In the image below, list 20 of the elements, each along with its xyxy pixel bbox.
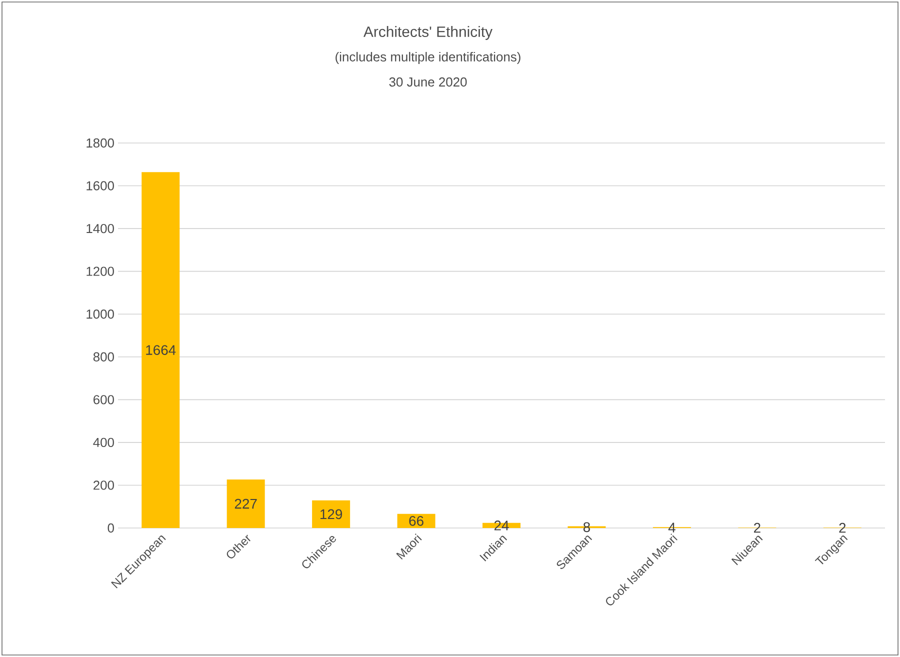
data-label: 66 [409, 516, 424, 526]
y-tick-label: 400 [93, 438, 114, 448]
data-label: 129 [320, 509, 342, 520]
y-tick-label: 1400 [86, 224, 114, 234]
data-label: 227 [234, 498, 257, 509]
y-tick-label: 0 [108, 523, 114, 533]
data-label: 1664 [146, 345, 176, 355]
bar [312, 500, 350, 528]
y-tick-label: 800 [93, 352, 114, 362]
y-tick-label: 1000 [86, 310, 114, 319]
bar [226, 479, 265, 528]
y-tick-label: 600 [94, 395, 114, 404]
y-tick-label: 1200 [86, 266, 114, 276]
y-tick-label: 1600 [86, 181, 114, 190]
chart-title: Architects' Ethnicity [363, 26, 492, 40]
bar [142, 172, 180, 528]
y-tick-label: 200 [94, 480, 114, 490]
text: 30 June 2020 [389, 77, 467, 87]
y-tick-label: 1800 [86, 138, 114, 148]
chart-subtitle: (includes multiple identifications) [336, 52, 520, 64]
